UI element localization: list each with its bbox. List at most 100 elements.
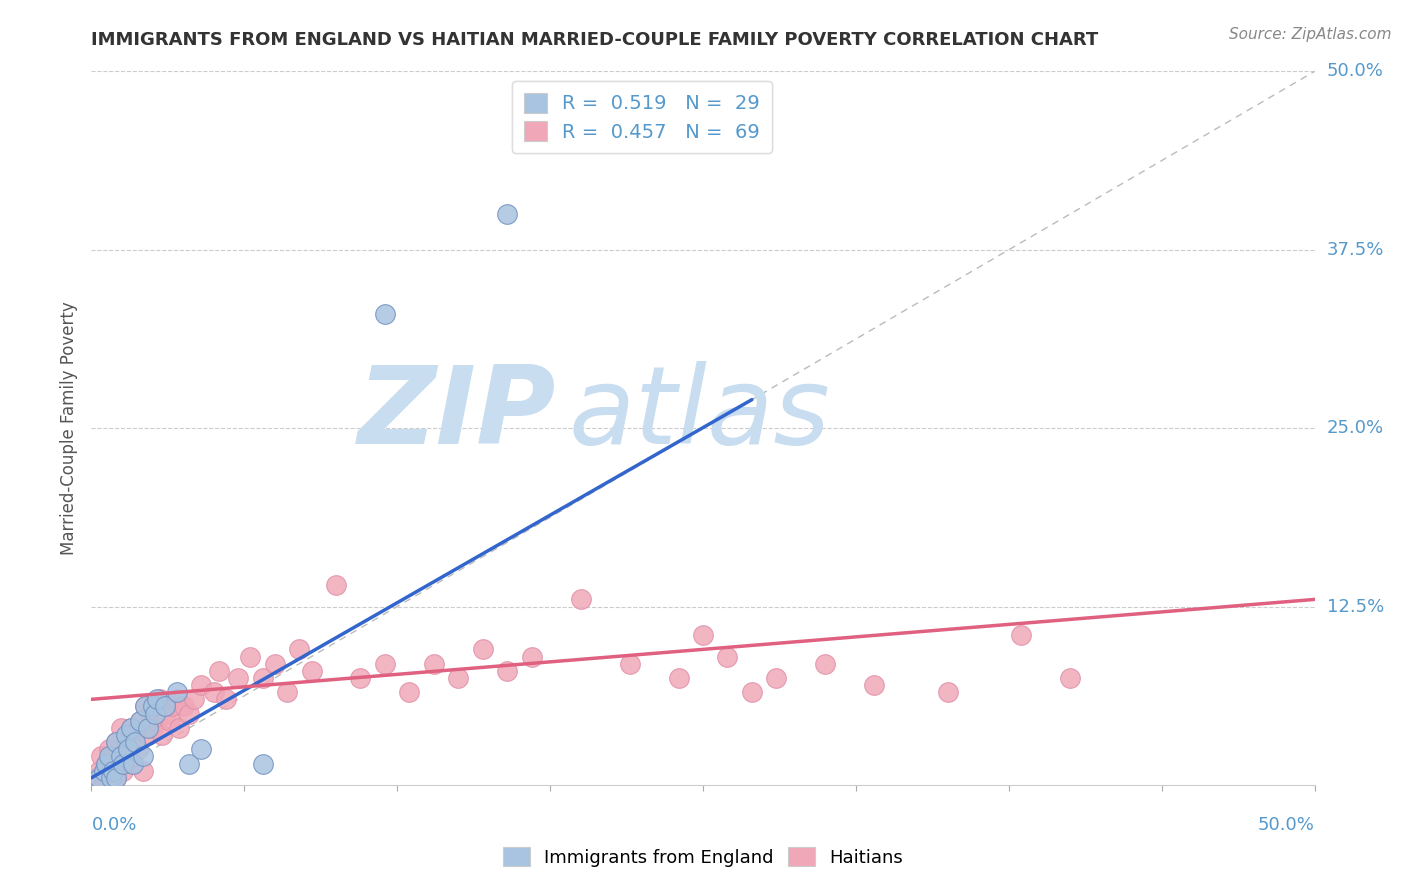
Point <box>134 699 156 714</box>
Point <box>120 721 142 735</box>
Point <box>103 749 125 764</box>
Point <box>104 735 127 749</box>
Point <box>120 721 142 735</box>
Point <box>569 592 592 607</box>
Point <box>226 671 249 685</box>
Point <box>252 756 274 771</box>
Point <box>114 728 136 742</box>
Point <box>668 671 690 685</box>
Point <box>112 764 135 778</box>
Point <box>122 756 145 771</box>
Point <box>398 685 420 699</box>
Point <box>100 771 122 785</box>
Point <box>179 706 201 721</box>
Point <box>153 706 176 721</box>
Point <box>288 642 311 657</box>
Point <box>104 771 127 785</box>
Point <box>716 649 738 664</box>
Point <box>692 628 714 642</box>
Legend: R =  0.519   N =  29, R =  0.457   N =  69: R = 0.519 N = 29, R = 0.457 N = 69 <box>512 81 772 153</box>
Point <box>90 749 112 764</box>
Point <box>173 699 195 714</box>
Point <box>104 735 127 749</box>
Point <box>87 771 110 785</box>
Text: 12.5%: 12.5% <box>1327 598 1384 615</box>
Point <box>127 742 149 756</box>
Point <box>110 749 132 764</box>
Point <box>132 764 155 778</box>
Point <box>141 699 163 714</box>
Point <box>103 764 125 778</box>
Point <box>153 699 176 714</box>
Point <box>94 756 117 771</box>
Point <box>190 678 212 692</box>
Point <box>301 664 323 678</box>
Point <box>134 699 156 714</box>
Point <box>423 657 446 671</box>
Point <box>169 721 191 735</box>
Point <box>129 714 152 728</box>
Point <box>150 728 173 742</box>
Point <box>496 664 519 678</box>
Point <box>100 771 122 785</box>
Point <box>207 664 229 678</box>
Point <box>97 749 120 764</box>
Point <box>202 685 225 699</box>
Point <box>471 642 494 657</box>
Text: 25.0%: 25.0% <box>1327 419 1384 437</box>
Point <box>136 721 159 735</box>
Text: 50.0%: 50.0% <box>1327 62 1384 80</box>
Point <box>863 678 886 692</box>
Point <box>122 756 145 771</box>
Point <box>520 649 543 664</box>
Point <box>1059 671 1081 685</box>
Text: 50.0%: 50.0% <box>1258 816 1315 834</box>
Point <box>93 764 115 778</box>
Point <box>325 578 347 592</box>
Point <box>84 771 107 785</box>
Point <box>117 749 139 764</box>
Point <box>136 728 159 742</box>
Point <box>143 699 166 714</box>
Point <box>160 699 183 714</box>
Point <box>276 685 298 699</box>
Point <box>619 657 641 671</box>
Point <box>936 685 959 699</box>
Point <box>179 756 201 771</box>
Point <box>141 721 163 735</box>
Point <box>741 685 763 699</box>
Point <box>112 756 135 771</box>
Point <box>110 721 132 735</box>
Legend: Immigrants from England, Haitians: Immigrants from England, Haitians <box>495 840 911 874</box>
Point <box>496 207 519 221</box>
Point <box>93 771 115 785</box>
Point <box>107 756 129 771</box>
Point <box>252 671 274 685</box>
Point <box>264 657 287 671</box>
Point <box>104 771 127 785</box>
Text: IMMIGRANTS FROM ENGLAND VS HAITIAN MARRIED-COUPLE FAMILY POVERTY CORRELATION CHA: IMMIGRANTS FROM ENGLAND VS HAITIAN MARRI… <box>91 31 1098 49</box>
Point <box>94 756 117 771</box>
Point <box>349 671 371 685</box>
Point <box>132 749 155 764</box>
Point <box>215 692 238 706</box>
Point <box>166 685 188 699</box>
Point <box>87 764 110 778</box>
Point <box>159 714 181 728</box>
Text: Source: ZipAtlas.com: Source: ZipAtlas.com <box>1229 27 1392 42</box>
Point <box>146 692 169 706</box>
Point <box>146 714 169 728</box>
Text: 37.5%: 37.5% <box>1327 241 1385 259</box>
Point <box>374 307 396 321</box>
Point <box>190 742 212 756</box>
Point <box>765 671 787 685</box>
Text: 0.0%: 0.0% <box>91 816 136 834</box>
Point <box>374 657 396 671</box>
Point <box>97 742 120 756</box>
Point <box>124 735 146 749</box>
Point <box>1010 628 1032 642</box>
Point <box>143 706 166 721</box>
Point <box>114 735 136 749</box>
Point <box>447 671 470 685</box>
Text: ZIP: ZIP <box>359 361 557 467</box>
